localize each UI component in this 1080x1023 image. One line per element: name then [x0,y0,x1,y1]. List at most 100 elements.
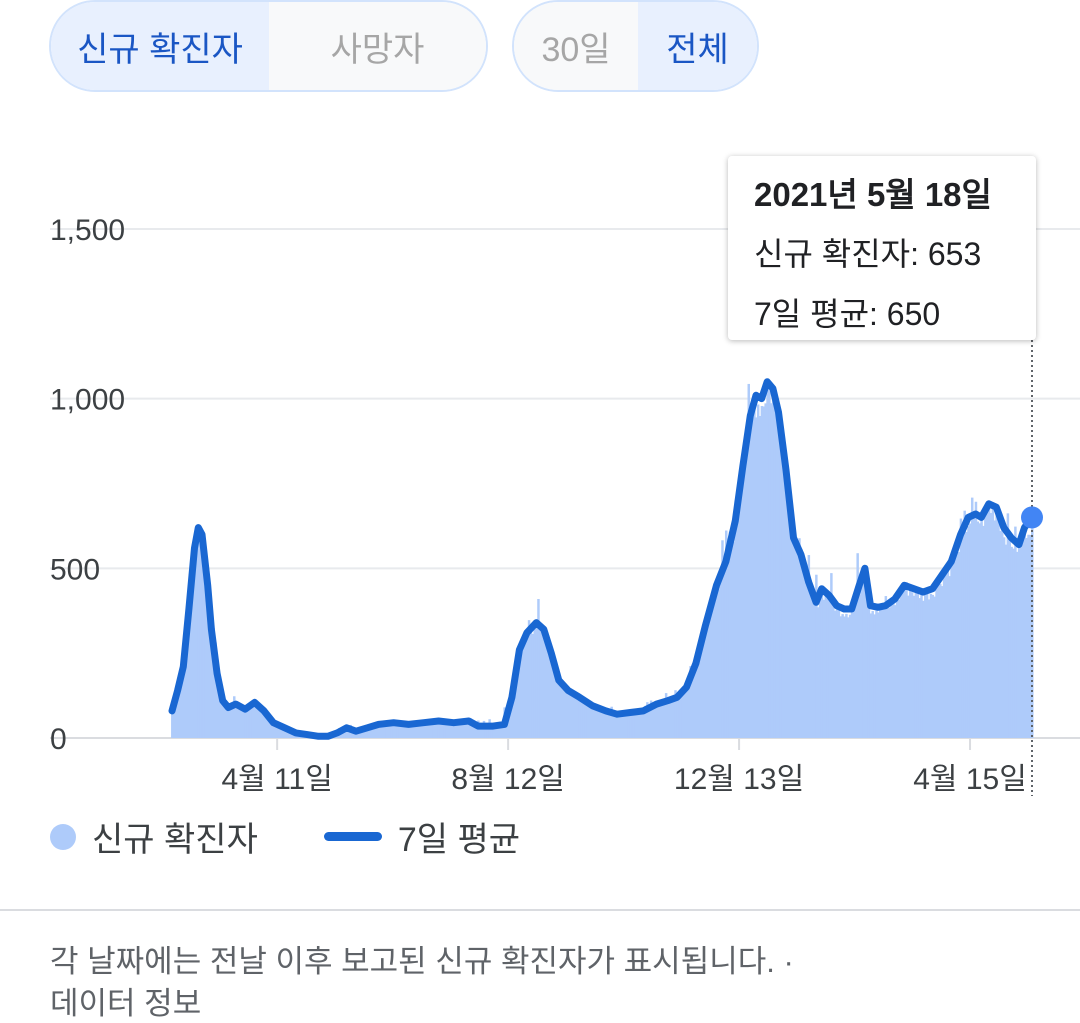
daily-case-bar [371,726,375,738]
daily-case-bar [509,704,512,738]
daily-case-bar [249,707,253,738]
daily-case-bar [347,729,351,738]
daily-case-bar [340,731,343,738]
daily-case-bar [274,724,277,738]
daily-case-bar [929,593,933,738]
daily-case-bar [805,569,809,738]
tab-30-days[interactable]: 30일 [514,2,638,90]
daily-case-bar [939,583,942,738]
daily-case-bar [454,723,458,738]
daily-case-bar [460,722,463,738]
daily-case-bar [505,717,508,738]
daily-case-bar [832,601,835,738]
daily-case-bar [909,590,912,738]
daily-case-bar [574,696,578,738]
daily-case-bar [174,699,178,738]
tab-new-cases[interactable]: 신규 확진자 [51,2,269,90]
daily-case-bar [450,720,454,738]
daily-case-bar [694,666,698,738]
daily-case-bar [180,675,183,738]
daily-case-bar [860,585,863,738]
daily-case-bar [593,707,597,738]
daily-case-bar [439,718,443,738]
daily-case-bar [901,592,904,738]
daily-case-bar [634,713,638,738]
daily-case-bar [783,462,786,738]
daily-case-bar [803,580,807,738]
daily-case-bar [417,724,420,738]
daily-case-bar [218,683,221,738]
daily-case-bar [529,628,533,738]
daily-case-bar [691,673,694,738]
daily-case-bar [886,604,889,738]
daily-case-bar [841,614,844,738]
daily-case-bar [561,687,565,738]
daily-case-bar [935,587,938,738]
highlight-point[interactable] [1021,506,1043,529]
daily-case-bar [219,682,223,738]
daily-case-bar [954,550,957,738]
daily-case-bar [614,714,617,738]
daily-case-bar [540,633,544,738]
daily-case-bar [616,715,619,738]
daily-case-bar [730,542,734,738]
daily-case-bar [279,726,283,738]
x-tick-label: 4월 15일 [913,763,1027,796]
daily-case-bar [685,689,689,738]
daily-case-bar [963,510,966,738]
daily-case-bar [856,553,859,738]
tab-deaths[interactable]: 사망자 [269,2,486,90]
daily-case-bar [631,713,634,738]
daily-case-bar [815,574,818,738]
daily-case-bar [608,712,612,738]
daily-case-bar [719,581,722,738]
cases-chart[interactable]: 0 500 1,000 1,500 4월 11일 8월 12일 12월 13일 4월 15일 [0,150,1080,810]
daily-case-bar [176,692,180,738]
daily-case-bar [659,704,662,738]
daily-case-bar [591,706,595,738]
daily-case-bar [473,724,476,738]
daily-case-bar [388,723,392,738]
daily-case-bar [976,521,980,738]
daily-case-bar [863,577,867,738]
daily-case-bar [646,702,649,738]
daily-case-bar [606,712,610,738]
daily-case-bar [512,672,516,738]
daily-case-bar [627,714,630,738]
daily-case-bar [875,610,878,738]
daily-case-bar [375,723,379,738]
daily-case-bar [644,705,647,738]
daily-case-bar [1001,526,1004,738]
daily-case-bar [649,700,653,738]
daily-case-bar [1012,548,1015,738]
daily-case-bar [678,694,681,738]
daily-case-bar [632,712,636,738]
daily-case-bar [865,589,869,738]
daily-case-bar [792,545,796,738]
daily-case-bar [499,722,503,738]
daily-case-bar [760,406,764,738]
daily-case-bar [552,665,555,738]
daily-case-bar [847,617,850,738]
data-info-link[interactable]: 데이터 정보 [50,986,202,1021]
daily-case-bar [495,725,499,738]
daily-case-bar [184,640,187,738]
daily-case-bar [745,451,749,738]
daily-case-bar [441,721,444,738]
daily-case-bar [785,488,788,738]
tooltip-average: 7일 평균: 650 [754,296,941,332]
daily-case-bar [587,705,591,738]
daily-case-bar [467,721,471,738]
daily-case-bar [747,383,751,738]
daily-case-bar [895,594,899,738]
tab-all-time[interactable]: 전체 [638,2,757,90]
daily-case-bar [366,728,369,738]
daily-case-bar [732,541,735,738]
daily-case-bar [862,584,865,738]
daily-case-bar [702,636,705,738]
daily-case-bar [833,610,837,738]
daily-case-bar [233,696,236,738]
daily-case-bar [469,718,473,738]
daily-case-bar [234,704,238,738]
daily-case-bar [202,561,206,738]
